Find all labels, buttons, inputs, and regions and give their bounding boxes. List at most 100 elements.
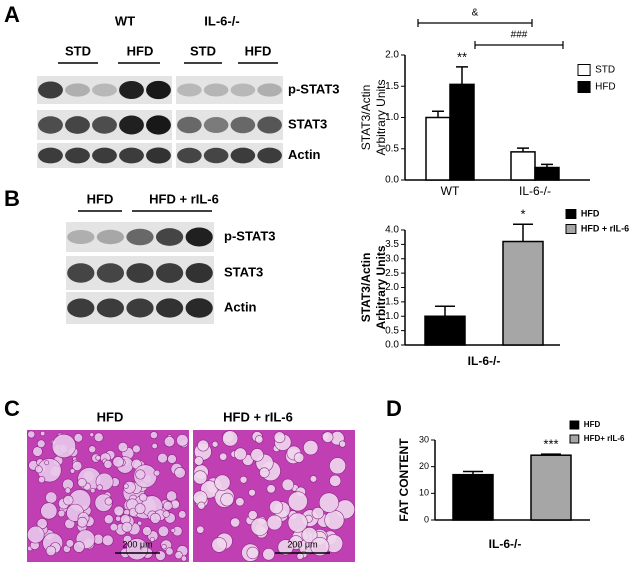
histology-vacuole bbox=[247, 510, 258, 520]
error-bar bbox=[456, 66, 468, 85]
legend-label: HFD bbox=[595, 82, 616, 93]
histology-vacuole bbox=[45, 491, 58, 504]
histology-vacuole bbox=[134, 503, 146, 514]
histology-vacuole bbox=[45, 545, 57, 557]
legend-label: HFD+ rIL-6 bbox=[584, 434, 625, 443]
protein-label: STAT3 bbox=[224, 264, 263, 279]
bar bbox=[510, 151, 536, 181]
histology-vacuole bbox=[88, 445, 97, 454]
histology-vacuole bbox=[95, 455, 101, 461]
blot-band bbox=[203, 147, 229, 164]
histology-vacuole bbox=[36, 439, 46, 449]
histology-vacuole bbox=[309, 475, 318, 483]
histology-vacuole bbox=[149, 536, 155, 542]
y-tick-label: 0.5 bbox=[385, 325, 399, 336]
histology-vacuole bbox=[248, 488, 256, 497]
y-axis-label: STAT3/Actin bbox=[359, 85, 373, 151]
histology-vacuole bbox=[170, 527, 176, 533]
histology-vacuole bbox=[311, 506, 324, 520]
blot-band bbox=[67, 229, 95, 245]
histology-vacuole bbox=[27, 430, 36, 439]
histology-vacuole bbox=[163, 501, 173, 511]
blot-band bbox=[67, 298, 95, 318]
y-tick-label: 2.5 bbox=[385, 268, 399, 279]
histology-vacuole bbox=[176, 434, 189, 447]
protein-label: Actin bbox=[288, 147, 321, 162]
histology-vacuole bbox=[165, 547, 174, 556]
histology-vacuole bbox=[51, 433, 77, 459]
significance-bracket bbox=[474, 41, 564, 49]
histology-vacuole bbox=[250, 517, 269, 536]
histology-label: HFD + rIL-6 bbox=[223, 409, 293, 424]
blot-band bbox=[185, 298, 213, 318]
blot-band bbox=[230, 116, 256, 134]
blot-band bbox=[96, 229, 125, 245]
histology-vacuole bbox=[40, 430, 46, 437]
histology-vacuole bbox=[132, 444, 141, 454]
histology-vacuole bbox=[220, 492, 234, 507]
significance-mark: ** bbox=[457, 49, 467, 64]
y-tick-label: 0.0 bbox=[385, 175, 399, 186]
histology-vacuole bbox=[163, 436, 175, 448]
blot-band bbox=[177, 116, 202, 134]
histology-vacuole bbox=[269, 500, 284, 515]
histology-vacuole bbox=[322, 431, 334, 443]
y-tick-label: 1.5 bbox=[385, 297, 399, 308]
blot-band bbox=[38, 116, 63, 134]
significance-mark: * bbox=[520, 207, 525, 222]
blot-band bbox=[92, 147, 117, 164]
lane-label: HFD bbox=[127, 43, 154, 58]
blot-band bbox=[119, 147, 144, 164]
legend-label: HFD bbox=[581, 208, 600, 218]
histology-vacuole bbox=[162, 510, 170, 518]
blot-band bbox=[155, 228, 184, 246]
histology-vacuole bbox=[44, 460, 50, 466]
legend-label: HFD + rIL-6 bbox=[581, 223, 629, 233]
histology-vacuole bbox=[115, 515, 122, 522]
histology-vacuole bbox=[303, 440, 319, 456]
histology-vacuole bbox=[121, 521, 133, 533]
histology-vacuole bbox=[266, 514, 283, 531]
histology-vacuole bbox=[194, 456, 204, 466]
blot-band bbox=[185, 227, 213, 247]
blot-band bbox=[126, 298, 154, 318]
histology-vacuole bbox=[239, 475, 248, 484]
blot-band bbox=[126, 228, 154, 246]
histology-vacuole bbox=[77, 477, 87, 488]
blot-band bbox=[67, 263, 95, 283]
histology-vacuole bbox=[142, 526, 152, 536]
blot-band bbox=[92, 116, 117, 134]
histology-vacuole bbox=[104, 497, 113, 506]
histology-vacuole bbox=[235, 497, 245, 507]
histology-vacuole bbox=[109, 523, 119, 532]
lane-label: STD bbox=[190, 43, 216, 58]
histology-vacuole bbox=[293, 452, 305, 463]
blot-band bbox=[146, 147, 171, 164]
histology-vacuole bbox=[318, 492, 340, 513]
histology-vacuole bbox=[277, 539, 294, 556]
histology-vacuole bbox=[64, 487, 71, 494]
panel-letter: B bbox=[4, 186, 20, 211]
histology-vacuole bbox=[151, 442, 158, 450]
histology-vacuole bbox=[178, 510, 187, 519]
blot-band bbox=[96, 263, 125, 283]
histology-vacuole bbox=[125, 538, 149, 561]
histology-vacuole bbox=[117, 441, 128, 453]
histology-vacuole bbox=[296, 552, 304, 560]
histology-vacuole bbox=[149, 512, 161, 524]
blot-band bbox=[230, 83, 256, 97]
histology-vacuole bbox=[26, 525, 45, 544]
x-axis-label: IL-6-/- bbox=[489, 537, 522, 551]
error-bar bbox=[432, 110, 444, 118]
histology-vacuole bbox=[153, 469, 161, 477]
panel-letter: D bbox=[386, 396, 402, 421]
y-tick-label: 0.0 bbox=[385, 340, 399, 351]
histology-vacuole bbox=[230, 517, 241, 528]
blot-band bbox=[146, 115, 171, 135]
error-bar bbox=[513, 223, 533, 242]
y-tick-label: 2.0 bbox=[385, 282, 399, 293]
y-tick-label: 10 bbox=[419, 488, 429, 498]
histology-vacuole bbox=[40, 502, 58, 520]
histology-vacuole bbox=[57, 509, 66, 518]
histology-vacuole bbox=[112, 456, 124, 468]
